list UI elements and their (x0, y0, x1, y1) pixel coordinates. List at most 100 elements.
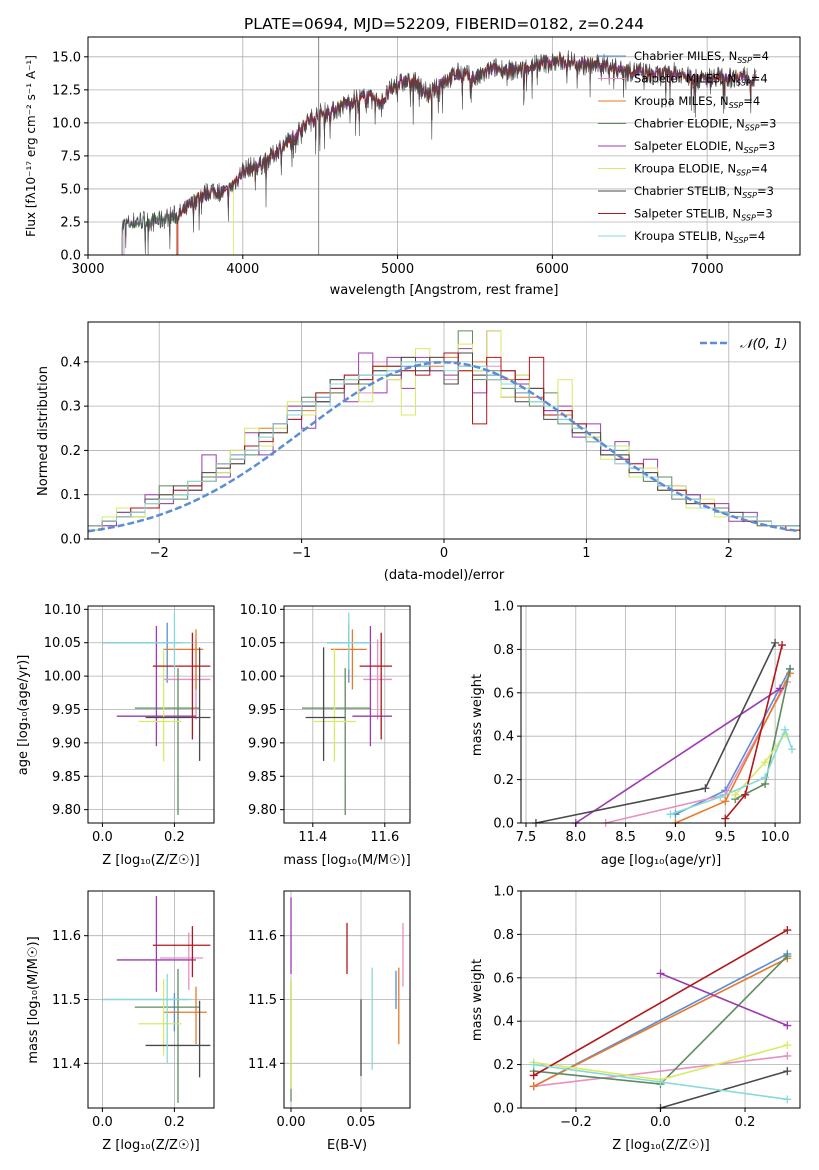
mass-vs-z-xlabel: Z [log₁₀(Z/Z☉)] (102, 1138, 199, 1153)
massweight-vs-z-xlabel: Z [log₁₀(Z/Z☉)] (612, 1138, 709, 1153)
p6-ytick-label: 11.5 (52, 993, 81, 1008)
p7-ytick-label: 11.5 (248, 993, 277, 1008)
mass-vs-ebv-xlabel: E(B-V) (327, 1138, 367, 1153)
p2-ytick-label: 0.3 (60, 400, 81, 415)
legend-label-7: Salpeter STELIB, NSSP=3 (634, 207, 773, 223)
p5-marker-3 (786, 664, 795, 673)
p5-marker-7 (741, 790, 750, 799)
legend-name: Kroupa MILES (634, 94, 713, 108)
p8-series-2 (533, 957, 788, 1088)
legend-nssp-sub: SSP (741, 214, 756, 223)
legend-name: Salpeter MILES (634, 72, 720, 86)
p5-ytick-label: 0.0 (493, 817, 514, 832)
legend-nssp-value: =4 (751, 72, 768, 86)
p2-ytick-label: 0.4 (60, 355, 81, 370)
figure-title: PLATE=0694, MJD=52209, FIBERID=0182, z=0… (244, 15, 644, 33)
residual-ylabel: Normed distribution (36, 366, 51, 496)
p1-xtick-label: 3000 (71, 262, 104, 277)
spectrum-ylabel: Flux [fλ10⁻¹⁷ erg cm⁻² s⁻¹ A⁻¹] (24, 55, 38, 237)
p5-xtick-label: 7.5 (516, 830, 537, 845)
p5-marker-8 (666, 810, 675, 819)
p4-ytick-label: 10.00 (240, 670, 277, 685)
legend-label-5: Kroupa ELODIE, NSSP=4 (634, 162, 768, 178)
legend-nssp-prefix: , N (720, 72, 736, 86)
gaussian-legend-label: 𝒩(0, 1) (740, 337, 787, 352)
p8-marker-5 (783, 1041, 792, 1050)
p4-ytick-label: 9.95 (248, 703, 277, 718)
p2-ytick-label: 0.2 (60, 444, 81, 459)
legend-nssp-value: =3 (757, 184, 774, 198)
p5-marker-6 (701, 784, 710, 793)
p8-marker-8 (656, 1077, 665, 1086)
p7-xtick-label: 0.05 (347, 1115, 376, 1130)
p8-marker-4 (783, 1021, 792, 1030)
p4-xtick-label: 11.4 (298, 830, 327, 845)
p8-marker-1 (783, 1051, 792, 1060)
p1-ytick-label: 15.0 (52, 50, 81, 65)
p1-xtick-label: 5000 (381, 262, 414, 277)
p1-ytick-label: 2.5 (60, 215, 81, 230)
p8-series-7 (533, 929, 788, 1077)
spectrum-frame (87, 36, 801, 256)
p7-ytick-label: 11.4 (248, 1057, 277, 1072)
legend-nssp-sub: SSP (742, 191, 757, 200)
p8-series-1 (533, 1055, 788, 1088)
p3-ytick-label: 10.05 (44, 636, 81, 651)
legend-nssp-value: =4 (748, 229, 765, 243)
p1-xtick-label: 6000 (536, 262, 569, 277)
legend-name: Chabrier ELODIE (634, 117, 729, 131)
mass-vs-ebv-panel: 0.00 0.05 11.4 11.5 11.6 E(B-V) (248, 890, 411, 1153)
p8-marker-2 (529, 1082, 538, 1091)
massweight-vs-age-ylabel: mass weight (470, 674, 485, 756)
age-vs-mass-xlabel: mass [log₁₀(M/M☉)] (283, 853, 410, 868)
p8-ytick-label: 0.2 (493, 1058, 514, 1073)
age-vs-z-frame (87, 605, 215, 824)
p3-ytick-label: 9.80 (52, 803, 81, 818)
p4-ytick-label: 9.85 (248, 770, 277, 785)
p5-xtick-label: 9.5 (715, 830, 736, 845)
p5-ytick-label: 0.8 (493, 643, 514, 658)
p2-xtick-label: −1 (292, 546, 311, 561)
spectrum-xlabel: wavelength [Angstrom, rest frame] (330, 283, 559, 298)
p1-ytick-label: 12.5 (52, 83, 81, 98)
legend-label-8: Kroupa STELIB, NSSP=4 (634, 229, 765, 245)
legend-nssp-value: =4 (743, 94, 760, 108)
age-vs-mass-frame (283, 605, 411, 824)
p4-ytick-label: 10.10 (240, 603, 277, 618)
p1-ytick-label: 10.0 (52, 116, 81, 131)
legend-label-3: Chabrier ELODIE, NSSP=3 (634, 117, 776, 133)
legend-label-1: Salpeter MILES, NSSP=4 (634, 72, 768, 88)
p8-marker-7 (529, 1071, 538, 1080)
legend-nssp-prefix: , N (729, 117, 745, 131)
p8-marker-4 (656, 969, 665, 978)
legend-label-4: Salpeter ELODIE, NSSP=3 (634, 139, 775, 155)
p5-marker-7 (721, 814, 730, 823)
legend-nssp-value: =3 (760, 117, 777, 131)
p3-ytick-label: 9.95 (52, 703, 81, 718)
p2-xtick-label: 2 (725, 546, 733, 561)
p6-ytick-label: 11.6 (52, 929, 81, 944)
p5-marker-7 (778, 641, 787, 650)
age-vs-z-panel: 0.0 0.2 9.80 9.85 9.90 9.95 10.00 10.05 10.10 Z … (16, 603, 215, 868)
p8-series-4 (660, 972, 788, 1027)
p8-ytick-label: 0.0 (493, 1102, 514, 1117)
p7-xtick-label: 0.00 (277, 1115, 306, 1130)
p5-ytick-label: 0.2 (493, 773, 514, 788)
p1-ytick-label: 5.0 (60, 182, 81, 197)
p1-xtick-label: 7000 (691, 262, 724, 277)
massweight-vs-age-frame (520, 605, 801, 824)
p8-xtick-label: 0.0 (650, 1115, 671, 1130)
p4-xtick-label: 11.6 (370, 830, 399, 845)
p8-marker-8 (783, 1095, 792, 1104)
legend-nssp-value: =3 (756, 207, 773, 221)
massweight-vs-z-panel: −0.2 0.0 0.2 0.0 0.2 0.4 0.6 0.8 1.0 Z [log₁₀(Z/… (470, 885, 801, 1153)
spectrum-series-6 (121, 50, 757, 256)
mass-vs-z-panel: 0.0 0.2 11.4 11.5 11.6 Z [log₁₀(Z/Z☉)] mass … (26, 890, 215, 1153)
p5-marker-8 (716, 792, 725, 801)
p3-ytick-label: 10.10 (44, 603, 81, 618)
legend-name: Salpeter ELODIE (634, 139, 728, 153)
legend-name: Kroupa ELODIE (634, 162, 720, 176)
p1-ytick-label: 7.5 (60, 149, 81, 164)
legend-nssp-prefix: , N (718, 229, 734, 243)
